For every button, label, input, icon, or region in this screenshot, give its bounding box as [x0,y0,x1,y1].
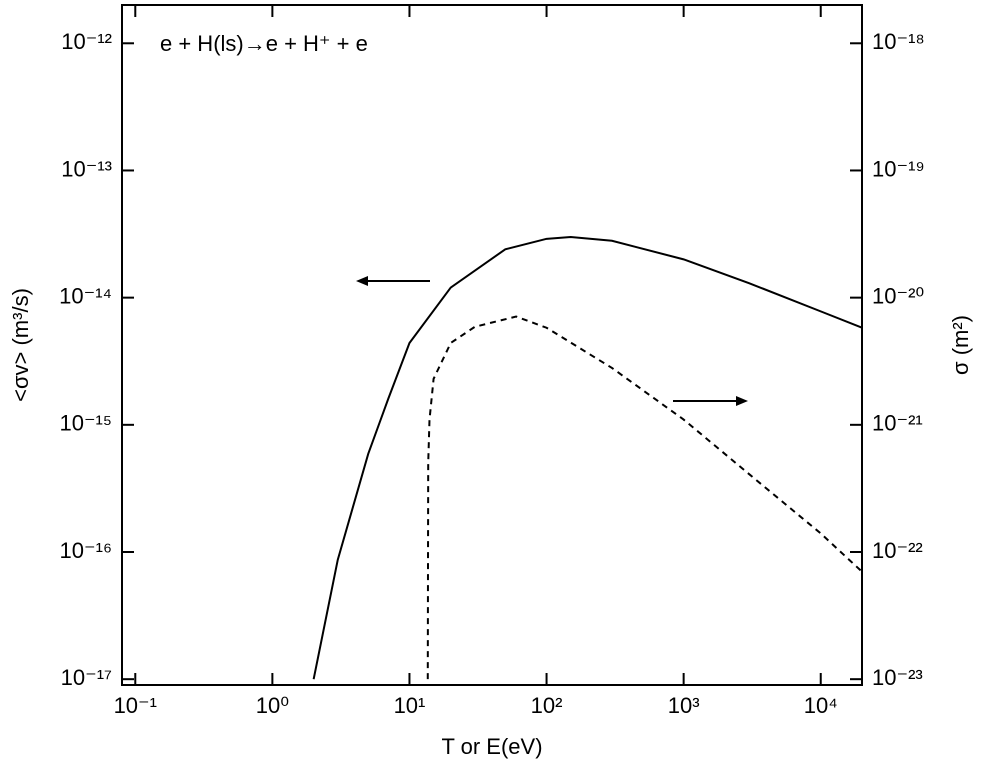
y-tick-label: 10⁻¹⁵ [59,411,112,436]
y2-axis-label: σ (m²) [948,315,973,375]
y-tick-label: 10⁻¹⁷ [61,665,112,690]
x-tick-label: 10⁰ [256,693,289,718]
x-tick-label: 10⁴ [804,693,838,718]
y2-tick-label: 10⁻²⁰ [872,283,924,308]
data-line [426,315,862,680]
x-axis-label: T or E(eV) [441,734,542,759]
y2-tick-label: 10⁻¹⁸ [872,29,925,54]
y-tick-label: 10⁻¹⁴ [59,283,112,308]
y-tick-label: 10⁻¹³ [61,156,112,181]
x-tick-label: 10¹ [394,693,426,718]
y-tick-label: 10⁻¹⁶ [60,538,112,563]
right-arrow [673,396,748,406]
y-tick-label: 10⁻¹² [61,29,112,54]
y-axis-label: <σv> (m³/s) [8,288,33,402]
y2-tick-label: 10⁻¹⁹ [872,156,925,181]
x-tick-label: 10² [531,693,563,718]
annotation: e + H(ls)→e + H⁺ + e [160,31,368,56]
left-arrow [356,276,430,286]
x-tick-label: 10⁻¹ [114,693,157,718]
y2-tick-label: 10⁻²³ [872,665,923,690]
data-line [312,235,862,680]
x-tick-label: 10³ [668,693,700,718]
y2-tick-label: 10⁻²² [872,538,923,563]
y2-tick-label: 10⁻²¹ [872,411,923,436]
plot-frame [121,4,863,686]
